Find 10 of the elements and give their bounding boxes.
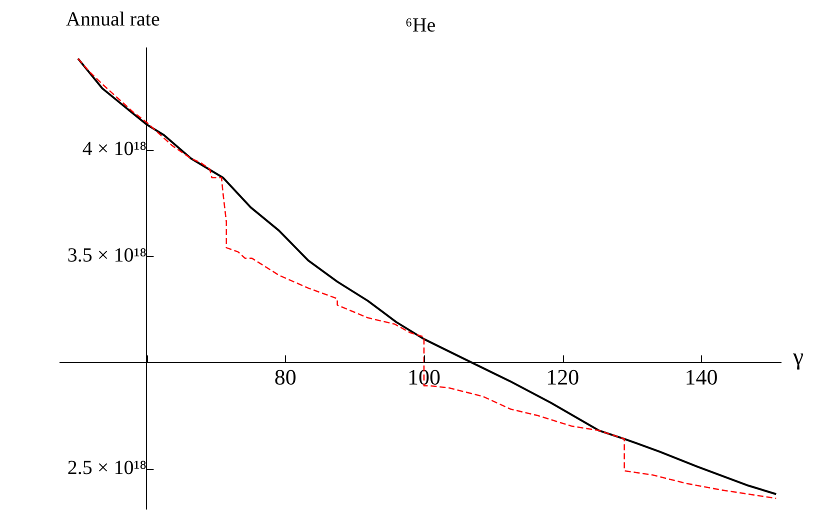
chart-title: ⁶He bbox=[405, 14, 436, 36]
x-tick-label: 100 bbox=[407, 364, 440, 390]
x-tick-label: 80 bbox=[274, 364, 296, 390]
y-tick-label: 2.5 × 10¹⁸ bbox=[67, 456, 147, 479]
x-axis-title: γ bbox=[792, 344, 804, 371]
y-tick-label: 4 × 10¹⁸ bbox=[82, 138, 147, 160]
x-tick-label: 120 bbox=[546, 364, 580, 390]
y-tick-label: 3.5 × 10¹⁸ bbox=[67, 244, 147, 266]
y-axis-title: Annual rate bbox=[66, 8, 160, 30]
x-tick-label: 140 bbox=[684, 364, 718, 390]
